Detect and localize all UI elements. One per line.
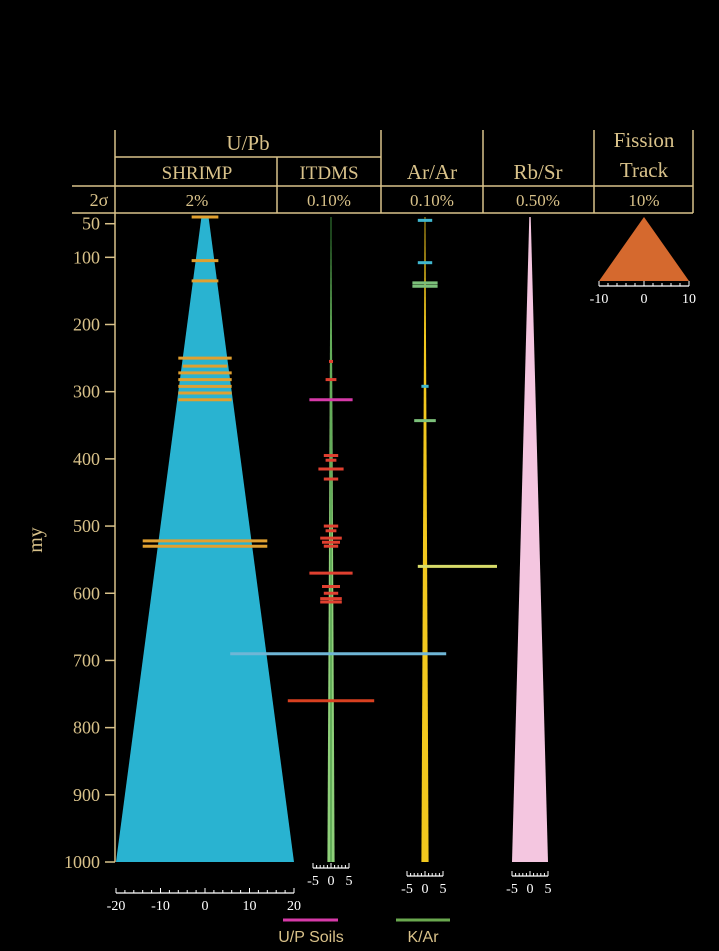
precision-shrimp: 2%	[186, 191, 209, 210]
precision-header-table: U/Pb Fission SHRIMP ITDMS Ar/Ar Rb/Sr Tr…	[72, 128, 694, 214]
x-tick-label: 0	[202, 899, 209, 914]
x-tick-label: 0	[328, 874, 335, 889]
y-tick-label: 200	[73, 315, 100, 335]
sigma-label: 2σ	[90, 190, 109, 210]
y-tick-label: 800	[73, 718, 100, 738]
envelope-rbsr	[512, 217, 548, 862]
x-axes: -20 -10 0 10 20-5 0 5-5 0 5 -5 0 5-10 0 10	[107, 281, 696, 914]
y-axis: my 50 100 200 300 400 500 600 700 800 900 1000	[25, 213, 116, 872]
y-tick-label: 600	[73, 583, 100, 603]
precision-rbsr: 0.50%	[516, 191, 560, 210]
column-label-shrimp: SHRIMP	[162, 163, 233, 184]
precision-fission: 10%	[628, 191, 659, 210]
x-tick-label: -10	[590, 292, 609, 307]
y-tick-label: 1000	[64, 852, 100, 872]
y-tick-label: 400	[73, 449, 100, 469]
legend: U/P Soils K/Ar	[278, 918, 450, 946]
legend-label-up-soils: U/P Soils	[278, 929, 344, 946]
x-tick-label: 10	[682, 292, 696, 307]
group-label-upb: U/Pb	[226, 131, 269, 155]
y-tick-label: 100	[73, 247, 100, 267]
column-label-rbsr: Rb/Sr	[513, 160, 562, 184]
precision-itdms: 0.10%	[307, 191, 351, 210]
x-tick-label: -10	[151, 899, 170, 914]
x-tick-label: -20	[107, 899, 126, 914]
x-tick-label: 0	[527, 882, 534, 897]
x-tick-label: 5	[440, 882, 447, 897]
x-tick-label: 0	[422, 882, 429, 897]
x-tick-label: 5	[545, 882, 552, 897]
envelope-arar	[421, 217, 429, 862]
x-tick-label: -5	[307, 874, 319, 889]
y-axis-label: my	[25, 527, 47, 553]
x-tick-label: 0	[641, 292, 648, 307]
y-tick-label: 500	[73, 516, 100, 536]
x-tick-label: -5	[506, 882, 518, 897]
precision-arar: 0.10%	[410, 191, 454, 210]
envelope-fission	[599, 217, 689, 281]
x-tick-label: 10	[243, 899, 257, 914]
y-tick-label: 300	[73, 382, 100, 402]
column-label-itdms: ITDMS	[299, 163, 358, 184]
x-tick-label: 5	[346, 874, 353, 889]
legend-label-k-ar: K/Ar	[407, 929, 439, 946]
column-label-fission-track: Track	[620, 158, 669, 182]
x-tick-label: -5	[401, 882, 413, 897]
y-tick-label: 50	[82, 214, 100, 234]
group-label-fission: Fission	[614, 128, 675, 152]
column-label-arar: Ar/Ar	[407, 160, 457, 184]
y-tick-label: 900	[73, 785, 100, 805]
y-tick-label: 700	[73, 650, 100, 670]
measurement-bars	[142, 215, 497, 703]
x-tick-label: 20	[287, 899, 301, 914]
